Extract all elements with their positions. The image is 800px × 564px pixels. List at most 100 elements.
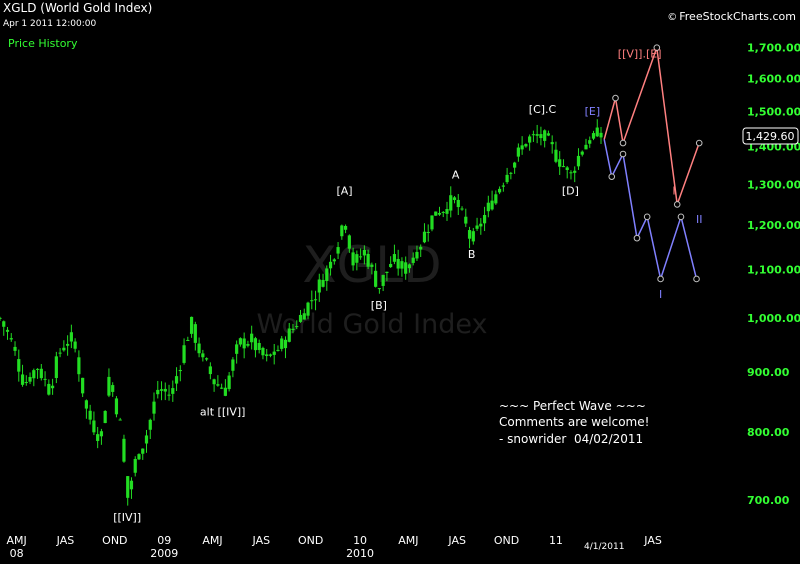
projection-node: [643, 213, 651, 221]
x-tick-label: 09: [157, 534, 171, 547]
candle-body: [126, 476, 130, 498]
candle-body: [591, 133, 596, 139]
note-line-3: - snowrider 04/02/2011: [499, 432, 643, 446]
candle-body: [328, 261, 333, 269]
x-tick-label: JAS: [252, 534, 271, 547]
wave-label: [D]: [562, 184, 579, 197]
projection-node: [619, 150, 627, 158]
y-tick-label: 700.00: [747, 494, 790, 507]
wave-label: [B]: [371, 299, 387, 312]
candle-body: [216, 384, 220, 386]
projection-node: [608, 173, 616, 180]
brand-label[interactable]: © FreeStockCharts.com: [667, 10, 796, 23]
candle-body: [497, 188, 502, 193]
candle-body: [366, 253, 370, 267]
projection-bull-path: [603, 47, 700, 205]
candle-body: [543, 130, 547, 141]
candle-body: [576, 155, 581, 167]
y-tick-label: 800.00: [747, 426, 790, 439]
projection-node: [677, 213, 685, 221]
candle-body: [174, 376, 179, 384]
candle-body: [298, 314, 303, 322]
candle-body: [449, 195, 453, 211]
candle-body: [310, 300, 314, 302]
candle-body: [43, 378, 47, 380]
candle-body: [280, 338, 284, 349]
candle-body: [182, 345, 186, 363]
candle-body: [321, 279, 325, 287]
candle-body: [419, 246, 423, 250]
candle-body: [47, 383, 51, 395]
candle-body: [265, 354, 269, 356]
candles-layer: [0, 119, 603, 506]
candle-body: [332, 259, 336, 262]
candle-body: [546, 133, 551, 136]
y-tick-label: 1,200.00: [747, 219, 800, 232]
candle-body: [456, 199, 460, 208]
candle-body: [73, 341, 77, 349]
candle-body: [355, 254, 359, 263]
candle-body: [460, 208, 464, 210]
candle-body: [471, 231, 475, 242]
candle-body: [5, 329, 10, 332]
note-line-1: ~~~ Perfect Wave ~~~: [499, 399, 646, 413]
candle-body: [302, 313, 306, 320]
price-history-label: Price History: [8, 37, 78, 50]
candle-body: [370, 264, 374, 267]
candle-body: [347, 235, 351, 249]
x-tick-label: OND: [102, 534, 127, 547]
candle-body: [287, 328, 291, 342]
candle-body: [129, 480, 134, 490]
projection-node: [693, 275, 700, 283]
candle-body: [28, 377, 32, 382]
candle-body: [426, 231, 430, 233]
candle-body: [558, 159, 562, 167]
x-tick-sublabel: 2009: [150, 547, 178, 560]
candle-body: [377, 288, 381, 290]
candle-body: [212, 379, 216, 385]
candle-body: [250, 333, 254, 343]
candle-body: [152, 401, 156, 414]
candle-body: [133, 458, 137, 473]
candle-body: [276, 349, 280, 351]
symbol-title: XGLD (World Gold Index): [3, 1, 153, 15]
candle-body: [509, 172, 513, 174]
candle-body: [475, 225, 479, 229]
y-tick-label: 1,500.00: [747, 105, 800, 118]
copyright-icon: ©: [667, 12, 678, 23]
candle-body: [434, 211, 438, 216]
candle-body: [441, 211, 445, 213]
candle-body: [588, 140, 592, 144]
candle-body: [374, 270, 378, 287]
wave-labels-layer: [[IV]] alt [[IV]] [A] [B] A B [C].C [D] [E] [[V]]…: [113, 47, 702, 523]
candle-body: [2, 321, 6, 327]
candle-body: [535, 134, 539, 136]
candle-body: [486, 202, 490, 212]
candle-body: [430, 215, 434, 230]
watermark-name: World Gold Index: [257, 309, 488, 340]
x-tick-label: 10: [353, 534, 367, 547]
candle-body: [467, 230, 472, 239]
candle-body: [253, 338, 258, 351]
candle-body: [283, 339, 288, 349]
projection-node: [619, 139, 627, 147]
candle-body: [415, 251, 419, 259]
candle-body: [88, 410, 92, 420]
x-tick-label: AMJ: [202, 534, 222, 547]
wave-label: [E]: [585, 105, 601, 118]
candle-body: [17, 359, 21, 372]
candle-body: [351, 252, 355, 266]
candle-body: [39, 368, 43, 379]
candle-body: [111, 385, 115, 392]
candle-body: [381, 274, 385, 286]
candle-body: [422, 231, 427, 243]
candle-body: [9, 338, 13, 340]
candle-body: [437, 212, 442, 215]
candle-body: [167, 394, 171, 396]
candle-body: [513, 162, 517, 168]
candle-body: [573, 170, 577, 173]
candle-body: [24, 382, 28, 384]
projection-node: [633, 234, 641, 242]
